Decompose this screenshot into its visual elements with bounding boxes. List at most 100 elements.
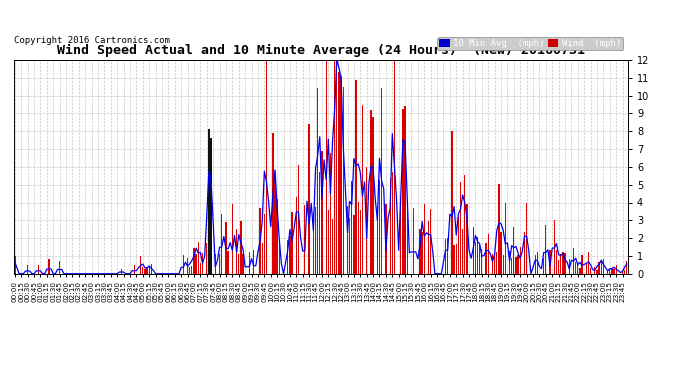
Bar [221, 214, 222, 274]
Bar [232, 204, 233, 274]
Bar [215, 254, 216, 274]
Bar [377, 206, 378, 274]
Bar [304, 206, 306, 274]
Bar [202, 253, 203, 274]
Bar [511, 258, 513, 274]
Bar [560, 255, 562, 274]
Bar [253, 250, 255, 274]
Bar [588, 252, 589, 274]
Bar [242, 254, 244, 274]
Bar [573, 248, 574, 274]
Bar [420, 229, 421, 274]
Bar [191, 267, 193, 274]
Bar [210, 138, 212, 274]
Bar [549, 250, 551, 274]
Bar [195, 254, 197, 274]
Bar [564, 253, 566, 274]
Bar [475, 242, 476, 274]
Bar [586, 264, 587, 274]
Bar [502, 255, 504, 274]
Bar [428, 221, 429, 274]
Bar [262, 243, 263, 274]
Bar [496, 252, 497, 274]
Bar [394, 51, 395, 274]
Bar [134, 265, 135, 274]
Bar [343, 87, 344, 274]
Bar [611, 268, 613, 274]
Bar [556, 250, 557, 274]
Bar [291, 213, 293, 274]
Bar [362, 105, 363, 274]
Bar [264, 214, 265, 274]
Bar [481, 249, 482, 274]
Title: Wind Speed Actual and 10 Minute Average (24 Hours)  (New) 20160731: Wind Speed Actual and 10 Minute Average … [57, 44, 585, 57]
Bar [193, 248, 195, 274]
Bar [328, 210, 329, 274]
Bar [146, 267, 148, 274]
Bar [577, 264, 578, 274]
Bar [379, 180, 380, 274]
Bar [27, 266, 28, 274]
Bar [340, 76, 342, 274]
Bar [371, 110, 372, 274]
Bar [422, 232, 423, 274]
Bar [298, 165, 299, 274]
Bar [373, 117, 374, 274]
Bar [451, 131, 453, 274]
Bar [357, 202, 359, 274]
Bar [479, 246, 480, 274]
Bar [150, 264, 152, 274]
Bar [336, 55, 337, 274]
Bar [296, 197, 297, 274]
Bar [607, 270, 609, 274]
Bar [208, 129, 210, 274]
Bar [402, 109, 404, 274]
Bar [413, 208, 414, 274]
Bar [492, 254, 493, 274]
Bar [404, 106, 406, 274]
Bar [520, 248, 521, 274]
Bar [219, 254, 220, 274]
Bar [624, 270, 625, 274]
Bar [513, 227, 515, 274]
Bar [317, 88, 318, 274]
Bar [289, 236, 290, 274]
Bar [351, 181, 353, 274]
Bar [287, 240, 288, 274]
Bar [38, 265, 39, 274]
Bar [187, 258, 188, 274]
Bar [518, 255, 519, 274]
Bar [319, 172, 320, 274]
Bar [236, 229, 237, 274]
Bar [603, 259, 604, 274]
Bar [148, 267, 150, 274]
Bar [455, 244, 457, 274]
Bar [385, 204, 386, 274]
Bar [266, 57, 267, 274]
Bar [509, 252, 510, 274]
Bar [48, 260, 50, 274]
Bar [355, 80, 357, 274]
Bar [447, 238, 448, 274]
Bar [445, 238, 446, 274]
Bar [488, 234, 489, 274]
Bar [562, 252, 564, 274]
Bar [197, 242, 199, 274]
Bar [142, 267, 144, 274]
Bar [464, 175, 466, 274]
Bar [359, 210, 361, 274]
Bar [543, 258, 544, 274]
Bar [460, 182, 461, 274]
Bar [494, 256, 495, 274]
Bar [466, 204, 468, 274]
Bar [189, 267, 190, 274]
Bar [338, 72, 339, 274]
Bar [613, 269, 615, 274]
Bar [453, 245, 455, 274]
Bar [400, 203, 402, 274]
Bar [210, 138, 212, 274]
Bar [600, 260, 602, 274]
Bar [609, 269, 611, 274]
Bar [504, 203, 506, 274]
Bar [313, 212, 314, 274]
